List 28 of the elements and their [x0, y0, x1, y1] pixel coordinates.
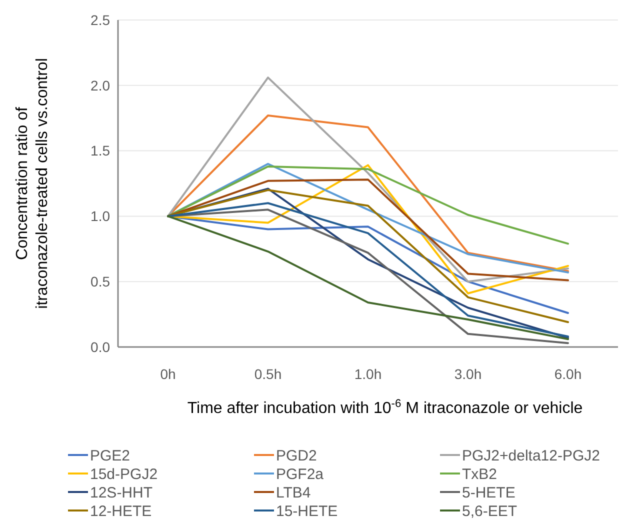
- legend-label: 15-HETE: [276, 502, 338, 520]
- y-axis-title: Concentration ratio of itraconazole-treated cells vs.control: [14, 58, 51, 309]
- line-series: [167, 178, 569, 282]
- legend-label: PGF2a: [276, 466, 324, 483]
- x-tick-label: 1.0h: [354, 366, 382, 382]
- x-axis-title: Time after incubation with 10$^{-6}$ M itraconazole or vehicle: [187, 398, 583, 417]
- y-tick-label: 0.5: [90, 274, 110, 290]
- legend-label: PGJ2+delta12-PGJ2: [462, 447, 600, 464]
- x-tick-label: 0h: [160, 366, 176, 382]
- legend-label: PGE2: [90, 447, 130, 464]
- x-tick-label: 3.0h: [454, 366, 482, 382]
- x-tick-label: 0.5h: [254, 366, 282, 382]
- x-tick-label: 6.0h: [554, 366, 582, 382]
- legend-label: 12-HETE: [90, 502, 152, 520]
- y-tick-label: 0.0: [90, 338, 110, 355]
- y-tick-label: 2.5: [90, 12, 110, 28]
- legend-label: 5-HETE: [462, 484, 516, 502]
- line-series: [167, 76, 569, 283]
- y-tick-label: 2.0: [90, 77, 110, 94]
- line-series: [167, 165, 569, 245]
- y-tick-label: 1.5: [90, 142, 110, 159]
- legend-label: LTB4: [276, 484, 311, 502]
- legend-label: 5,6-EET: [462, 502, 518, 520]
- legend-label: 12S-HHT: [90, 484, 153, 502]
- legend-label: PGD2: [276, 447, 317, 464]
- legend-label: TxB2: [462, 466, 498, 483]
- legend-label: 15d-PGJ2: [90, 466, 158, 483]
- y-tick-label: 1.0: [90, 208, 110, 224]
